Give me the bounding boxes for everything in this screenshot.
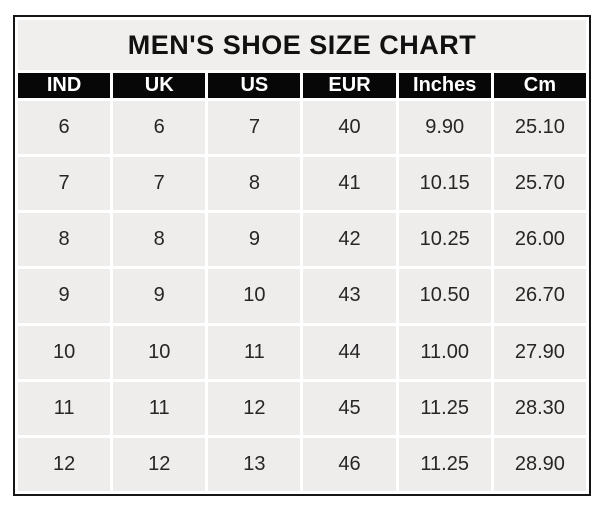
table-cell-inches: 11.00 [398, 325, 491, 379]
table-cell-cm: 27.90 [493, 325, 586, 379]
table-row: 6 6 7 40 9.90 25.10 [18, 101, 586, 155]
table-row: 9 9 10 43 10.50 26.70 [18, 269, 586, 323]
table-cell-cm: 26.00 [493, 213, 586, 267]
table-cell-cm: 28.30 [493, 381, 586, 435]
table-cell-eur: 45 [303, 381, 396, 435]
table-cell-us: 9 [208, 213, 301, 267]
table-row: 12 12 13 46 11.25 28.90 [18, 437, 586, 491]
table-cell-ind: 11 [18, 381, 111, 435]
table-cell-uk: 11 [113, 381, 206, 435]
table-cell-inches: 9.90 [398, 101, 491, 155]
table-cell-uk: 12 [113, 437, 206, 491]
table-row: 10 10 11 44 11.00 27.90 [18, 325, 586, 379]
column-header-uk: UK [113, 73, 206, 98]
table-cell-cm: 26.70 [493, 269, 586, 323]
table-header-row: IND UK US EUR Inches Cm [18, 73, 586, 98]
table-cell-ind: 7 [18, 157, 111, 211]
column-header-cm: Cm [493, 73, 586, 98]
title-row: MEN'S SHOE SIZE CHART [18, 20, 586, 70]
table-cell-eur: 42 [303, 213, 396, 267]
column-header-ind: IND [18, 73, 111, 98]
table-cell-uk: 7 [113, 157, 206, 211]
column-header-eur: EUR [303, 73, 396, 98]
table-cell-ind: 9 [18, 269, 111, 323]
table-cell-ind: 8 [18, 213, 111, 267]
shoe-size-chart-table: MEN'S SHOE SIZE CHART IND UK US EUR Inches Cm… [13, 15, 591, 496]
table-cell-eur: 41 [303, 157, 396, 211]
table-cell-ind: 6 [18, 101, 111, 155]
table-cell-us: 7 [208, 101, 301, 155]
table-cell-ind: 10 [18, 325, 111, 379]
column-header-us: US [208, 73, 301, 98]
table-row: 11 11 12 45 11.25 28.30 [18, 381, 586, 435]
table-body: 6 6 7 40 9.90 25.10 7 7 8 41 10.15 25.70 8 8 9 42 10.25 2… [18, 101, 586, 491]
table-cell-us: 10 [208, 269, 301, 323]
table-cell-inches: 10.15 [398, 157, 491, 211]
table-cell-uk: 9 [113, 269, 206, 323]
page-title: MEN'S SHOE SIZE CHART [18, 20, 586, 70]
column-header-inches: Inches [398, 73, 491, 98]
table-cell-inches: 10.25 [398, 213, 491, 267]
table-cell-uk: 8 [113, 213, 206, 267]
table-cell-us: 12 [208, 381, 301, 435]
table-cell-eur: 40 [303, 101, 396, 155]
table-cell-cm: 28.90 [493, 437, 586, 491]
table-cell-uk: 10 [113, 325, 206, 379]
table-row: 7 7 8 41 10.15 25.70 [18, 157, 586, 211]
table-cell-eur: 46 [303, 437, 396, 491]
table-cell-us: 13 [208, 437, 301, 491]
table-cell-inches: 11.25 [398, 437, 491, 491]
table-cell-cm: 25.70 [493, 157, 586, 211]
table-cell-inches: 11.25 [398, 381, 491, 435]
table-row: 8 8 9 42 10.25 26.00 [18, 213, 586, 267]
table-cell-us: 8 [208, 157, 301, 211]
table-cell-eur: 44 [303, 325, 396, 379]
table-cell-cm: 25.10 [493, 101, 586, 155]
table-cell-uk: 6 [113, 101, 206, 155]
table-cell-us: 11 [208, 325, 301, 379]
table-cell-ind: 12 [18, 437, 111, 491]
table-cell-eur: 43 [303, 269, 396, 323]
table-cell-inches: 10.50 [398, 269, 491, 323]
